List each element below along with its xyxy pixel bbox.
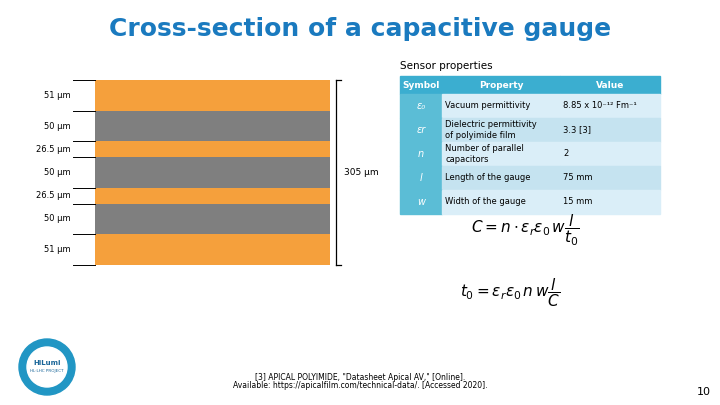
Text: Available: https://apicalfilm.com/technical-data/. [Accessed 2020].: Available: https://apicalfilm.com/techni… xyxy=(233,382,487,390)
Text: 15 mm: 15 mm xyxy=(563,198,593,207)
Text: 50 μm: 50 μm xyxy=(45,168,71,177)
Bar xyxy=(442,166,560,190)
Bar xyxy=(95,111,330,141)
Text: ε₀: ε₀ xyxy=(416,101,426,111)
Text: n: n xyxy=(418,149,424,159)
Text: 51 μm: 51 μm xyxy=(45,245,71,254)
Bar xyxy=(400,190,442,214)
Bar xyxy=(95,204,330,234)
Text: 305 μm: 305 μm xyxy=(344,168,379,177)
Text: HiLumi: HiLumi xyxy=(33,360,60,366)
Bar xyxy=(560,118,660,142)
Bar xyxy=(560,166,660,190)
Text: 51 μm: 51 μm xyxy=(45,91,71,100)
Bar xyxy=(560,190,660,214)
Text: 26.5 μm: 26.5 μm xyxy=(37,145,71,154)
Bar xyxy=(400,94,442,118)
Text: $t_0 = \varepsilon_r\varepsilon_0\, n\, w\dfrac{l}{C}$: $t_0 = \varepsilon_r\varepsilon_0\, n\, … xyxy=(460,277,560,309)
Text: $C = n \cdot \varepsilon_r\varepsilon_0\, w\dfrac{l}{t_0}$: $C = n \cdot \varepsilon_r\varepsilon_0\… xyxy=(471,212,580,248)
Text: Dielectric permittivity
of polyimide film: Dielectric permittivity of polyimide fil… xyxy=(445,120,536,140)
Bar xyxy=(560,76,660,94)
Circle shape xyxy=(19,339,75,395)
Bar xyxy=(400,118,442,142)
Bar xyxy=(400,142,442,166)
Bar xyxy=(442,94,560,118)
Text: Sensor properties: Sensor properties xyxy=(400,61,492,71)
Text: 26.5 μm: 26.5 μm xyxy=(37,191,71,200)
Text: [3] APICAL POLYIMIDE, "Datasheet Apical AV," [Online].: [3] APICAL POLYIMIDE, "Datasheet Apical … xyxy=(255,373,465,382)
Text: w: w xyxy=(417,197,425,207)
Text: εr: εr xyxy=(416,125,426,135)
Text: Width of the gauge: Width of the gauge xyxy=(445,198,526,207)
Bar xyxy=(560,142,660,166)
Text: 50 μm: 50 μm xyxy=(45,214,71,224)
Text: HL·LHC PROJECT: HL·LHC PROJECT xyxy=(30,369,64,373)
Bar xyxy=(95,188,330,204)
Text: l: l xyxy=(420,173,423,183)
Text: 3.3 [3]: 3.3 [3] xyxy=(563,126,591,134)
Bar xyxy=(442,76,560,94)
Bar xyxy=(95,80,330,111)
Text: 50 μm: 50 μm xyxy=(45,122,71,130)
Bar xyxy=(442,118,560,142)
Bar xyxy=(442,190,560,214)
Bar xyxy=(95,141,330,157)
Text: Number of parallel
capacitors: Number of parallel capacitors xyxy=(445,144,524,164)
Text: 10: 10 xyxy=(697,387,711,397)
Text: Length of the gauge: Length of the gauge xyxy=(445,173,531,183)
Text: Cross-section of a capacitive gauge: Cross-section of a capacitive gauge xyxy=(109,17,611,41)
Text: Value: Value xyxy=(596,81,624,90)
Bar xyxy=(400,76,442,94)
Text: Vacuum permittivity: Vacuum permittivity xyxy=(445,102,531,111)
Bar xyxy=(95,234,330,265)
Bar xyxy=(560,94,660,118)
Bar xyxy=(400,166,442,190)
Text: Property: Property xyxy=(479,81,523,90)
Text: 75 mm: 75 mm xyxy=(563,173,593,183)
Circle shape xyxy=(27,347,67,387)
Text: 8.85 x 10⁻¹² Fm⁻¹: 8.85 x 10⁻¹² Fm⁻¹ xyxy=(563,102,636,111)
Text: 2: 2 xyxy=(563,149,568,158)
Bar xyxy=(95,157,330,188)
Text: Symbol: Symbol xyxy=(402,81,440,90)
Bar xyxy=(442,142,560,166)
